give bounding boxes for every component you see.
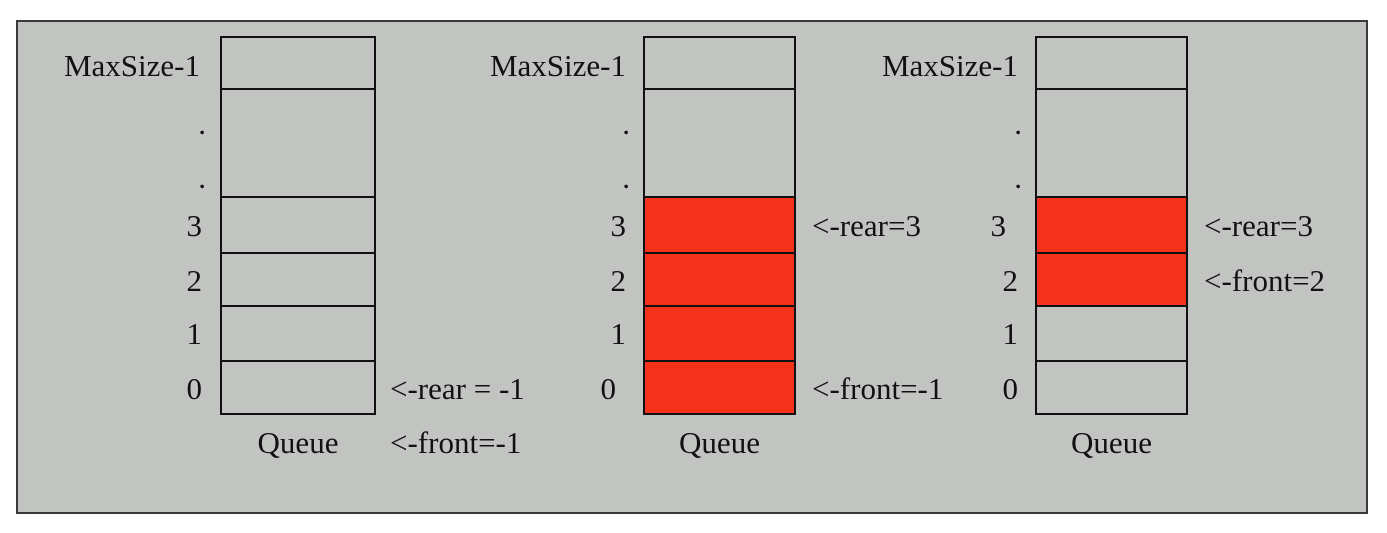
queue-2-slot-2: [643, 252, 796, 307]
queue-1-label-dot-top: .: [198, 106, 206, 141]
queue-1-label-1: 1: [186, 316, 203, 351]
queue-2-slot-0: [643, 360, 796, 415]
queue-1-label-0: 0: [186, 371, 203, 406]
queue-2-slot-max: [643, 36, 796, 90]
queue-3-rear-pointer: <-rear=3: [1204, 208, 1313, 243]
queue-1-label-max: MaxSize-1: [63, 48, 200, 83]
queue-2-label-max: MaxSize-1: [489, 48, 626, 83]
queue-1-front-pointer: <-front=-1: [390, 425, 522, 460]
queue-1-label-dot-bottom: .: [198, 160, 206, 195]
queue-2-label-2: 2: [610, 263, 627, 298]
queue-2-label-1: 1: [610, 316, 627, 351]
queue-1-caption: Queue: [257, 425, 339, 460]
queue-2-rear-pointer: <-rear=3: [812, 208, 921, 243]
queue-1-slot-0: [220, 360, 376, 415]
queue-3-label-dot-bottom: .: [1014, 160, 1022, 195]
queue-3-label-max: MaxSize-1: [881, 48, 1018, 83]
queue-1-label-2: 2: [186, 263, 203, 298]
queue-2-slot-3: [643, 196, 796, 254]
queue-3-label-0: 0: [1002, 371, 1019, 406]
queue-2-caption: Queue: [679, 425, 760, 460]
queue-3-label-dot-top: .: [1014, 106, 1022, 141]
queue-1-slot-1: [220, 305, 376, 362]
queue-2-label-dot-top: .: [622, 106, 630, 141]
queue-3-caption: Queue: [1071, 425, 1152, 460]
queue-1-slot-max: [220, 36, 376, 90]
queue-2-slot-ellipsis: [643, 88, 796, 198]
queue-3-label-1: 1: [1002, 316, 1019, 351]
queue-2-label-dot-bottom: .: [622, 160, 630, 195]
queue-2-slot-1: [643, 305, 796, 362]
queue-1-slot-ellipsis: [220, 88, 376, 198]
queue-2-label-0: 0: [600, 371, 617, 406]
queue-1-slot-3: [220, 196, 376, 254]
queue-3-front-pointer: <-front=2: [1204, 263, 1326, 298]
queue-2-label-3: 3: [610, 208, 627, 243]
queue-3-slot-0: [1035, 360, 1188, 415]
queue-3-slot-ellipsis: [1035, 88, 1188, 198]
queue-2-front-pointer: <-front=-1: [812, 371, 944, 406]
queue-3-slot-1: [1035, 305, 1188, 362]
queue-3-slot-3: [1035, 196, 1188, 254]
queue-3-slot-2: [1035, 252, 1188, 307]
queue-1-rear-pointer: <-rear = -1: [390, 371, 525, 406]
queue-3-label-2: 2: [1002, 263, 1019, 298]
queue-1-label-3: 3: [186, 208, 203, 243]
queue-3-slot-max: [1035, 36, 1188, 90]
queue-3-label-3: 3: [990, 208, 1007, 243]
queue-1-slot-2: [220, 252, 376, 307]
